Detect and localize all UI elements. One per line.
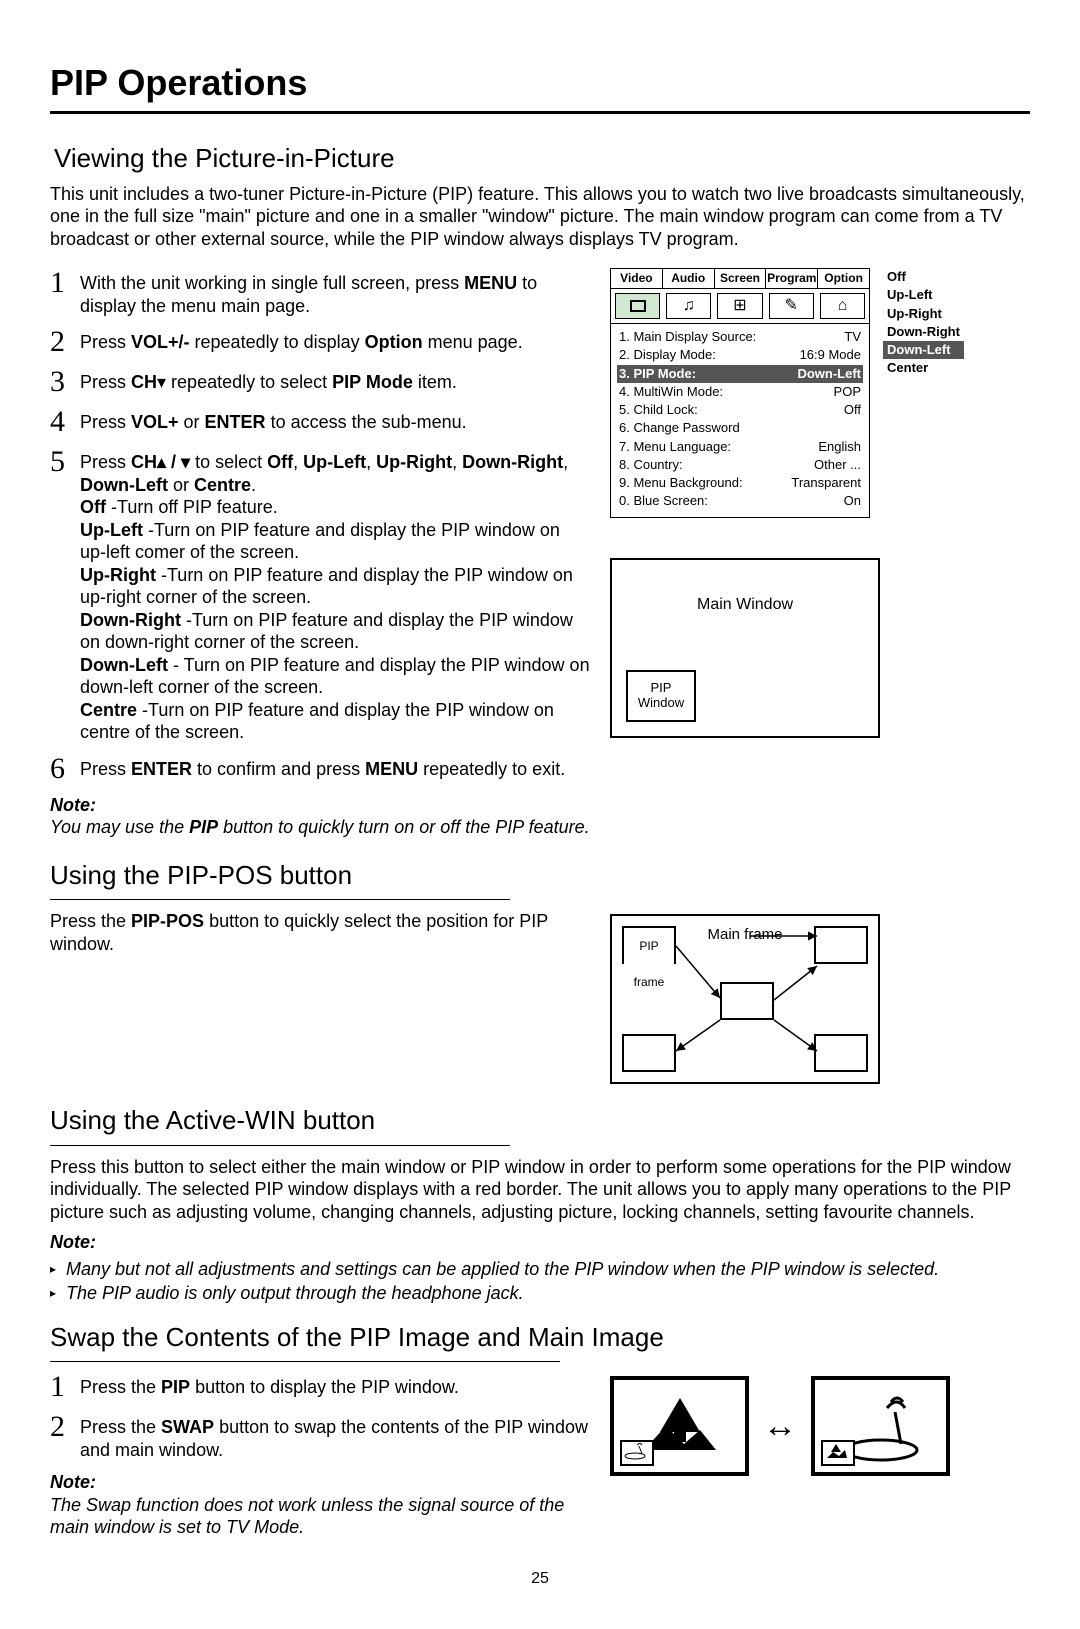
- note-text-1: You may use the PIP button to quickly tu…: [50, 816, 590, 839]
- step-body: Press ENTER to confirm and press MENU re…: [80, 754, 590, 781]
- page-number: 25: [50, 1569, 1030, 1589]
- osd-row: 1. Main Display Source:TV: [617, 328, 863, 346]
- step-body: Press the SWAP button to swap the conten…: [80, 1412, 590, 1461]
- section-pippos-heading: Using the PIP-POS button: [50, 859, 1030, 892]
- osd-row: 5. Child Lock:Off: [617, 401, 863, 419]
- note-text-4: The Swap function does not work unless t…: [50, 1494, 590, 1539]
- pip-pos-diagram: Main frame PIP frame: [610, 914, 880, 1084]
- step-body: With the unit working in single full scr…: [80, 268, 590, 317]
- osd-row: 9. Menu Background:Transparent: [617, 474, 863, 492]
- step-number: 1: [50, 268, 80, 298]
- note-label-4: Note:: [50, 1471, 590, 1494]
- step-item: 1With the unit working in single full sc…: [50, 268, 590, 317]
- section-activewin-heading: Using the Active-WIN button: [50, 1104, 1030, 1137]
- step-number: 1: [50, 1372, 80, 1402]
- step-number: 2: [50, 327, 80, 357]
- step-body: Press the PIP button to display the PIP …: [80, 1372, 590, 1399]
- step-body: Press CH▾ repeatedly to select PIP Mode …: [80, 367, 590, 394]
- step-item: 3Press CH▾ repeatedly to select PIP Mode…: [50, 367, 590, 397]
- swap-arrow-icon: ↔: [763, 1405, 797, 1448]
- osd-tab: Screen: [715, 269, 767, 289]
- osd-row: 6. Change Password: [617, 419, 863, 437]
- osd-row: 3. PIP Mode:Down-Left: [617, 365, 863, 383]
- pip-diagram: Main Window PIP Window: [610, 558, 880, 738]
- step-item: 6Press ENTER to confirm and press MENU r…: [50, 754, 590, 784]
- step-number: 2: [50, 1412, 80, 1442]
- osd-side-option: Center: [883, 359, 964, 377]
- osd-side-option: Down-Left: [883, 341, 964, 359]
- step-item: 2Press the SWAP button to swap the conte…: [50, 1412, 590, 1461]
- pip-sub-label: PIP Window: [626, 670, 696, 722]
- swap-box-right: [811, 1376, 950, 1476]
- osd-icon-option: ⌂: [820, 293, 865, 319]
- steps-list-4: 1Press the PIP button to display the PIP…: [50, 1372, 590, 1461]
- osd-icon-screen: ⊞: [717, 293, 762, 319]
- step-item: 5Press CH▴ / ▾ to select Off, Up-Left, U…: [50, 447, 590, 744]
- osd-side-option: Up-Right: [883, 305, 964, 323]
- swap-mini-right: [821, 1440, 855, 1466]
- step-item: 1Press the PIP button to display the PIP…: [50, 1372, 590, 1402]
- osd-row: 7. Menu Language:English: [617, 438, 863, 456]
- osd-side-option: Down-Right: [883, 323, 964, 341]
- note-bullet: The PIP audio is only output through the…: [50, 1282, 1030, 1305]
- step-body: Press VOL+ or ENTER to access the sub-me…: [80, 407, 590, 434]
- osd-tab: Program: [766, 269, 818, 289]
- note-label-1: Note:: [50, 794, 590, 817]
- swap-box-left: [610, 1376, 749, 1476]
- osd-row: 2. Display Mode:16:9 Mode: [617, 346, 863, 364]
- note-bullets-3: Many but not all adjustments and setting…: [50, 1258, 1030, 1305]
- step-body: Press CH▴ / ▾ to select Off, Up-Left, Up…: [80, 447, 590, 744]
- page-title: PIP Operations: [50, 60, 1030, 114]
- osd-row: 8. Country:Other ...: [617, 456, 863, 474]
- step-body: Press VOL+/- repeatedly to display Optio…: [80, 327, 590, 354]
- note-bullet: Many but not all adjustments and setting…: [50, 1258, 1030, 1281]
- osd-side-option: Up-Left: [883, 286, 964, 304]
- osd-row: 0. Blue Screen:On: [617, 492, 863, 510]
- swap-mini-left: [620, 1440, 654, 1466]
- pippos-text: Press the PIP-POS button to quickly sele…: [50, 910, 590, 955]
- step-number: 6: [50, 754, 80, 784]
- osd-menu: VideoAudioScreenProgramOption ♫ ⊞ ✎ ⌂ 1.…: [610, 268, 870, 518]
- pip-main-label: Main Window: [612, 595, 878, 615]
- intro-text: This unit includes a two-tuner Picture-i…: [50, 183, 1030, 251]
- steps-list-1: 1With the unit working in single full sc…: [50, 268, 590, 784]
- note-label-3: Note:: [50, 1231, 1030, 1254]
- step-number: 3: [50, 367, 80, 397]
- swap-diagram: ↔: [610, 1376, 950, 1476]
- step-number: 4: [50, 407, 80, 437]
- osd-row: 4. MultiWin Mode:POP: [617, 383, 863, 401]
- section-swap-heading: Swap the Contents of the PIP Image and M…: [50, 1321, 1030, 1354]
- osd-side-options: OffUp-LeftUp-RightDown-RightDown-LeftCen…: [883, 268, 964, 378]
- osd-tab: Video: [611, 269, 663, 289]
- osd-side-option: Off: [883, 268, 964, 286]
- section-viewing-heading: Viewing the Picture-in-Picture: [54, 142, 1030, 175]
- osd-icon-video: [615, 293, 660, 319]
- osd-icon-program: ✎: [769, 293, 814, 319]
- osd-tab: Option: [818, 269, 869, 289]
- step-item: 4Press VOL+ or ENTER to access the sub-m…: [50, 407, 590, 437]
- step-item: 2Press VOL+/- repeatedly to display Opti…: [50, 327, 590, 357]
- osd-icon-audio: ♫: [666, 293, 711, 319]
- pip-frame-label: PIP frame: [624, 928, 674, 1000]
- activewin-text: Press this button to select either the m…: [50, 1156, 1030, 1224]
- osd-tab: Audio: [663, 269, 715, 289]
- step-number: 5: [50, 447, 80, 477]
